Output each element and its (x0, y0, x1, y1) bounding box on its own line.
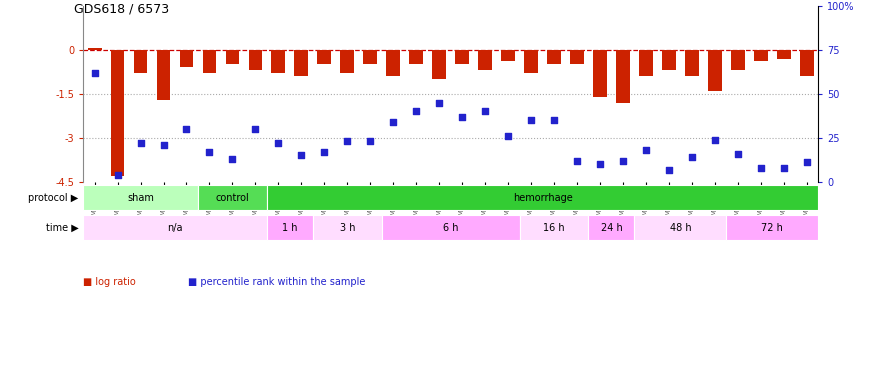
Bar (267, 215, 313, 240)
Bar (88, 48, 102, 50)
Bar (731, 50, 745, 70)
Point (157, 142, 171, 148)
Text: sham: sham (127, 193, 154, 203)
Bar (267, 185, 818, 210)
Bar (520, 215, 589, 240)
Point (226, 156, 240, 162)
Bar (294, 50, 308, 76)
Bar (634, 215, 726, 240)
Text: GDS618 / 6573: GDS618 / 6573 (74, 2, 170, 15)
Point (179, 126, 193, 132)
Bar (382, 215, 520, 240)
Bar (478, 50, 492, 70)
Point (455, 114, 469, 120)
Point (547, 117, 561, 123)
Bar (639, 50, 653, 76)
Point (753, 165, 767, 171)
Point (294, 152, 308, 158)
Bar (726, 215, 818, 240)
Point (340, 138, 354, 144)
Text: hemorrhage: hemorrhage (513, 193, 572, 203)
Bar (271, 50, 285, 73)
Bar (547, 50, 561, 64)
Bar (524, 50, 538, 73)
Point (800, 159, 814, 165)
Point (363, 138, 377, 144)
Point (478, 108, 492, 114)
Bar (800, 50, 814, 76)
Text: time ▶: time ▶ (46, 223, 79, 233)
Point (731, 151, 745, 157)
Text: protocol ▶: protocol ▶ (29, 193, 79, 203)
Text: 16 h: 16 h (543, 223, 564, 233)
Bar (570, 50, 584, 64)
Point (410, 108, 423, 114)
Point (524, 117, 538, 123)
Text: ■ percentile rank within the sample: ■ percentile rank within the sample (188, 277, 366, 287)
Text: 6 h: 6 h (443, 223, 458, 233)
Bar (432, 50, 446, 79)
Bar (616, 50, 630, 103)
Bar (157, 50, 171, 100)
Point (777, 165, 791, 171)
Text: n/a: n/a (167, 223, 183, 233)
Bar (179, 50, 193, 68)
Bar (410, 50, 423, 64)
Bar (455, 50, 469, 64)
Bar (501, 50, 514, 62)
Bar (110, 50, 124, 176)
Bar (226, 50, 240, 64)
Point (134, 140, 148, 146)
Bar (83, 215, 267, 240)
Point (432, 100, 446, 106)
Bar (685, 50, 699, 76)
Bar (589, 215, 634, 240)
Point (318, 149, 332, 155)
Bar (708, 50, 722, 91)
Bar (248, 50, 262, 70)
Bar (777, 50, 791, 58)
Point (271, 140, 285, 146)
Bar (754, 50, 767, 62)
Point (593, 161, 607, 167)
Bar (203, 50, 216, 73)
Text: 1 h: 1 h (282, 223, 298, 233)
Bar (593, 50, 607, 97)
Text: 72 h: 72 h (761, 223, 783, 233)
Bar (387, 50, 400, 76)
Point (248, 126, 262, 132)
Text: 24 h: 24 h (600, 223, 622, 233)
Point (110, 172, 124, 178)
Bar (83, 185, 198, 210)
Point (88, 70, 102, 76)
Point (570, 158, 584, 164)
Bar (662, 50, 676, 70)
Point (639, 147, 653, 153)
Point (616, 158, 630, 164)
Point (685, 154, 699, 160)
Bar (198, 185, 267, 210)
Point (501, 133, 515, 139)
Point (202, 149, 216, 155)
Bar (318, 50, 331, 64)
Bar (363, 50, 377, 64)
Text: 48 h: 48 h (669, 223, 691, 233)
Point (662, 166, 676, 172)
Bar (340, 50, 354, 73)
Point (708, 136, 722, 142)
Bar (313, 215, 382, 240)
Text: ■ log ratio: ■ log ratio (83, 277, 136, 287)
Text: control: control (215, 193, 249, 203)
Bar (134, 50, 147, 73)
Point (386, 119, 400, 125)
Text: 3 h: 3 h (340, 223, 355, 233)
